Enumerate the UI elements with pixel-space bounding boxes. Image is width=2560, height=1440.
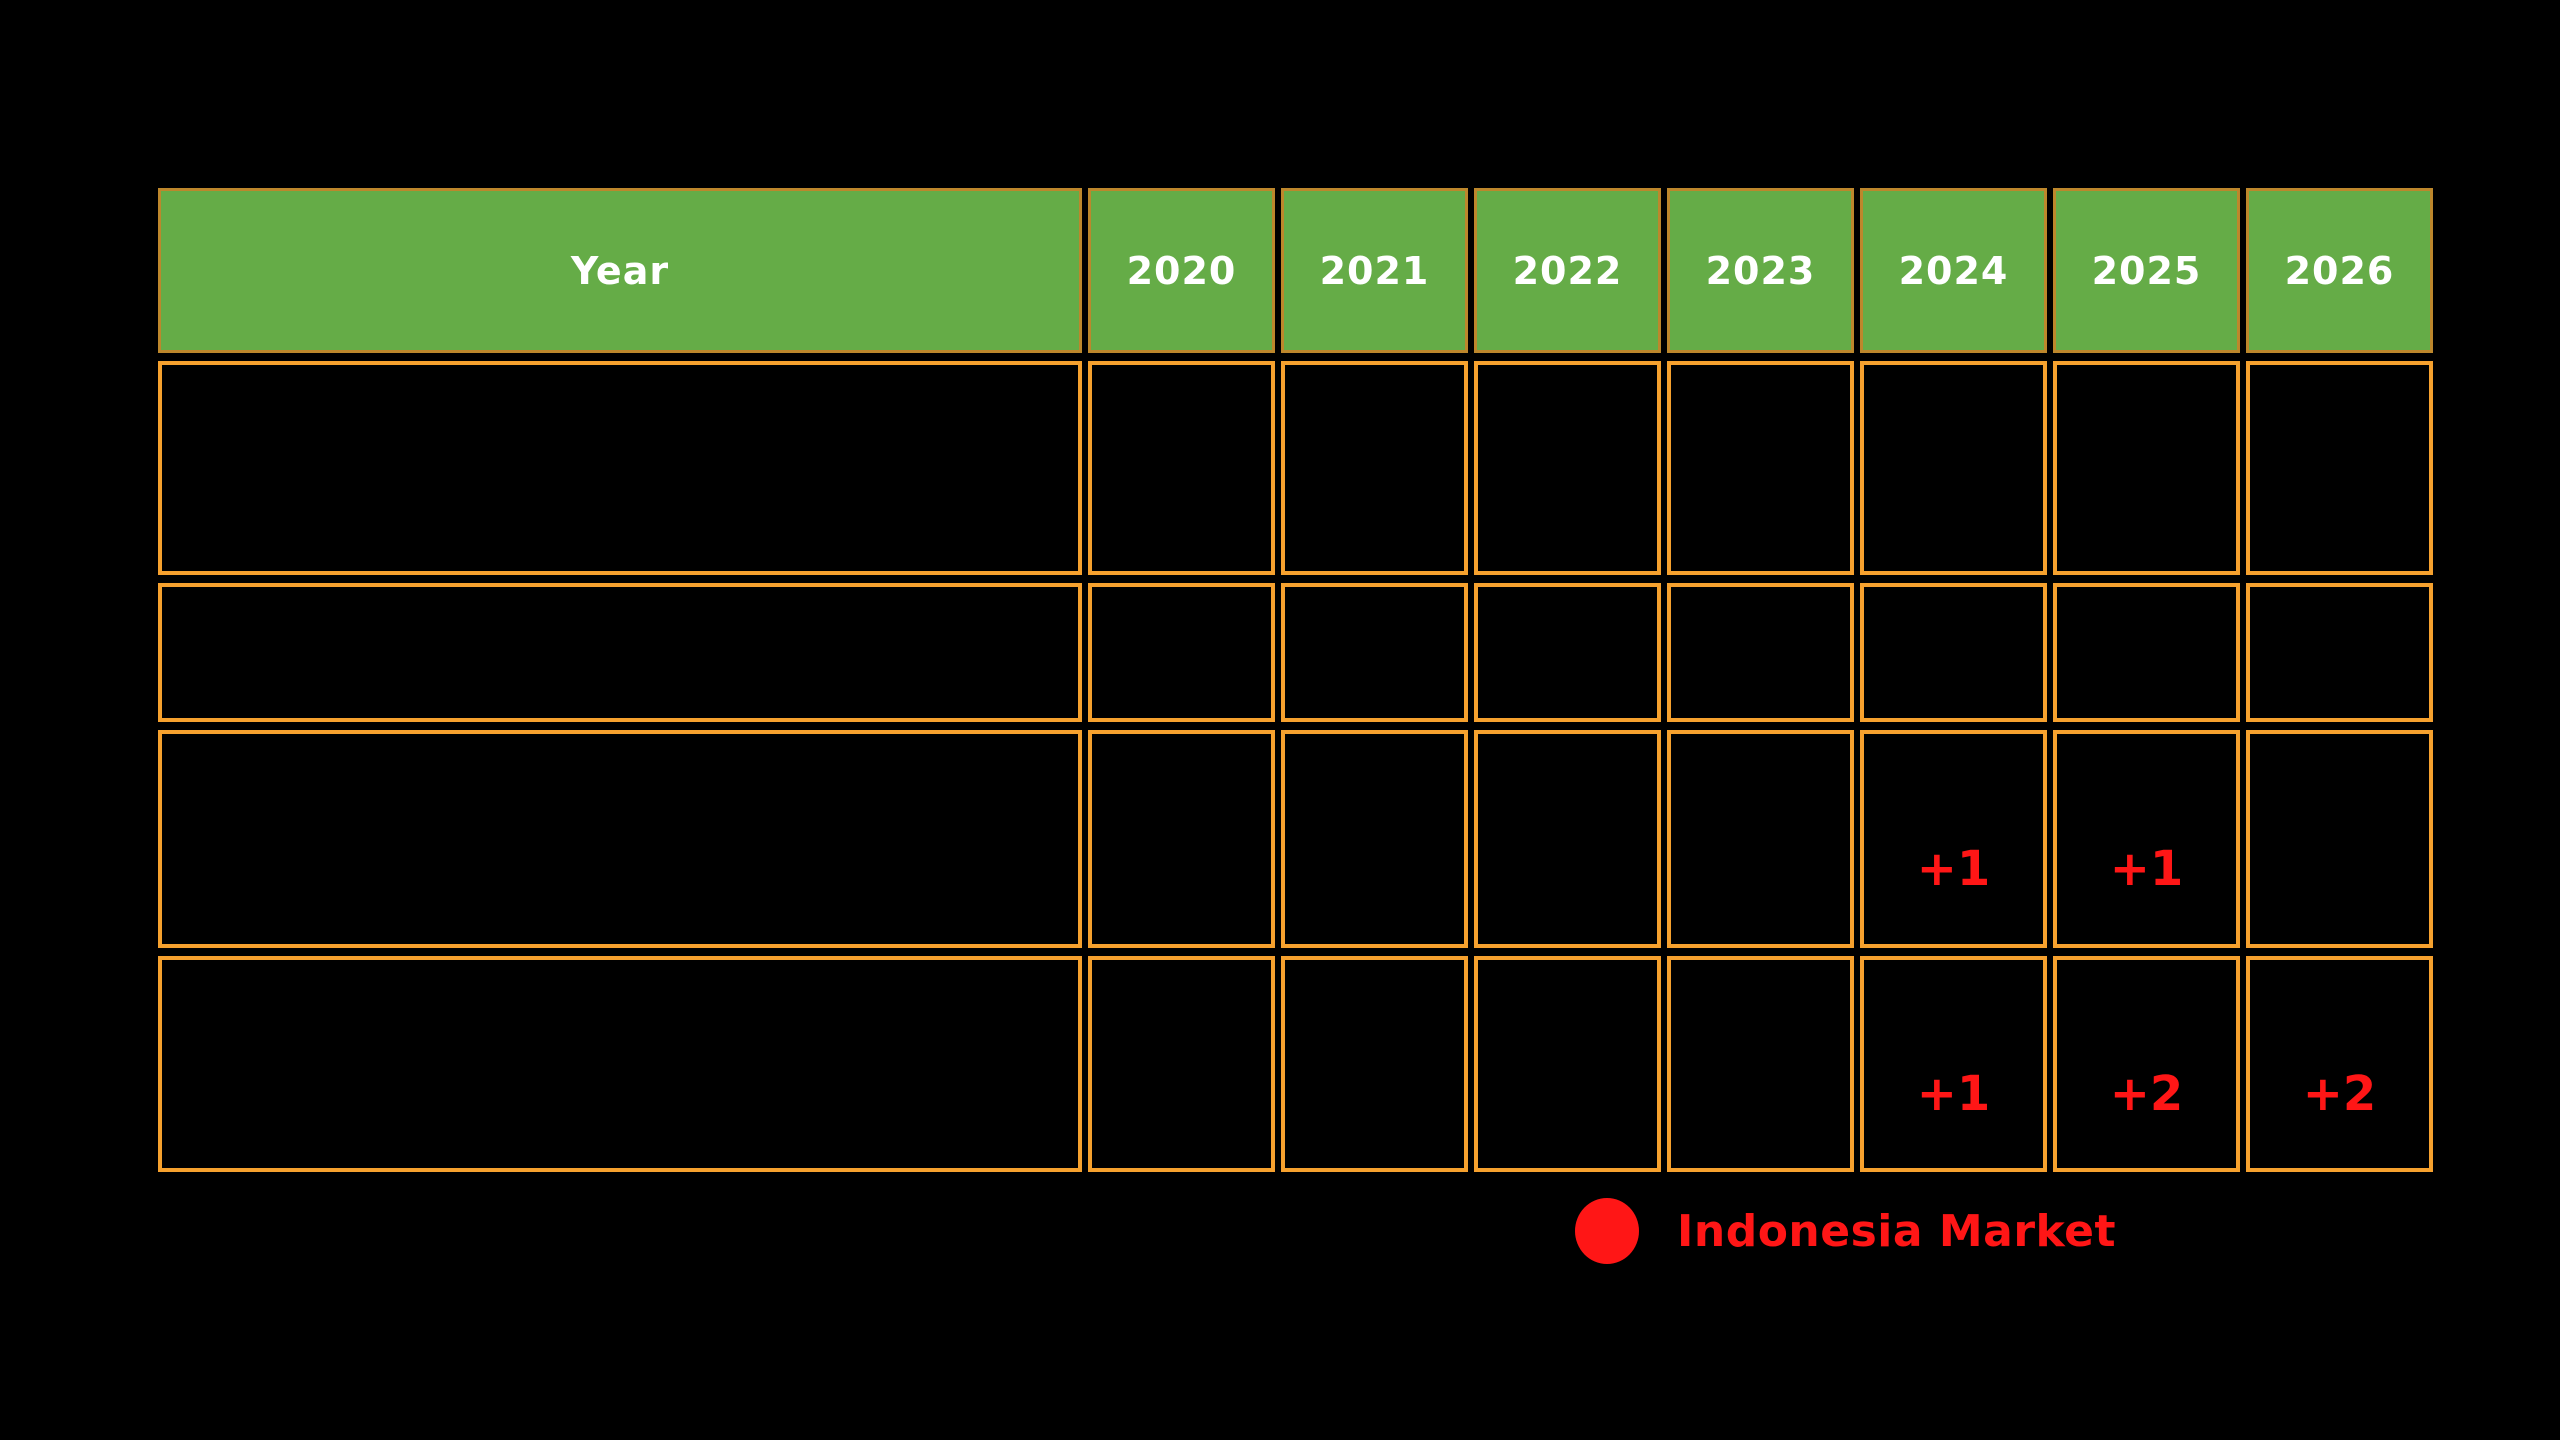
delta-value: +2 (2109, 1066, 2184, 1122)
table-cell (1474, 361, 1661, 575)
table-cell (1088, 361, 1275, 575)
table-cell: +2 (2246, 956, 2433, 1172)
table-cell (1860, 583, 2047, 722)
legend-dot-icon (1575, 1198, 1639, 1264)
table-cell (1667, 956, 1854, 1172)
table-cell (1860, 361, 2047, 575)
table-cell (1474, 583, 1661, 722)
header-cell-2026: 2026 (2246, 188, 2433, 353)
header-cell-2021: 2021 (1281, 188, 1468, 353)
table-cell (1088, 730, 1275, 948)
table-cell (1667, 361, 1854, 575)
header-cell-2024: 2024 (1860, 188, 2047, 353)
row-label-cell (158, 730, 1082, 948)
table-cell (1474, 956, 1661, 1172)
table-cell (1281, 361, 1468, 575)
table-cell (1667, 583, 1854, 722)
table-cell (2053, 361, 2240, 575)
legend-label: Indonesia Market (1677, 1205, 2116, 1257)
legend: Indonesia Market (1575, 1198, 2116, 1264)
table-cell (1667, 730, 1854, 948)
header-cell-2020: 2020 (1088, 188, 1275, 353)
table-cell (2053, 583, 2240, 722)
table-cell (2246, 730, 2433, 948)
delta-value: +1 (2109, 841, 2184, 897)
table-cell (1281, 956, 1468, 1172)
delta-value: +1 (1916, 841, 1991, 897)
table-cell (2246, 583, 2433, 722)
row-label-cell (158, 583, 1082, 722)
table-cell (1281, 730, 1468, 948)
year-market-table: Year 2020 2021 2022 2023 2024 2025 2026 … (158, 188, 2433, 1172)
header-cell-2025: 2025 (2053, 188, 2240, 353)
table-cell (1088, 956, 1275, 1172)
header-cell-year: Year (158, 188, 1082, 353)
table-cell (1474, 730, 1661, 948)
table-cell (2246, 361, 2433, 575)
table-cell: +2 (2053, 956, 2240, 1172)
delta-value: +2 (2302, 1066, 2377, 1122)
row-label-cell (158, 956, 1082, 1172)
row-label-cell (158, 361, 1082, 575)
table-cell: +1 (1860, 730, 2047, 948)
table-cell (1281, 583, 1468, 722)
header-cell-2023: 2023 (1667, 188, 1854, 353)
delta-value: +1 (1916, 1066, 1991, 1122)
header-cell-2022: 2022 (1474, 188, 1661, 353)
table-cell: +1 (1860, 956, 2047, 1172)
table-cell (1088, 583, 1275, 722)
table-cell: +1 (2053, 730, 2240, 948)
